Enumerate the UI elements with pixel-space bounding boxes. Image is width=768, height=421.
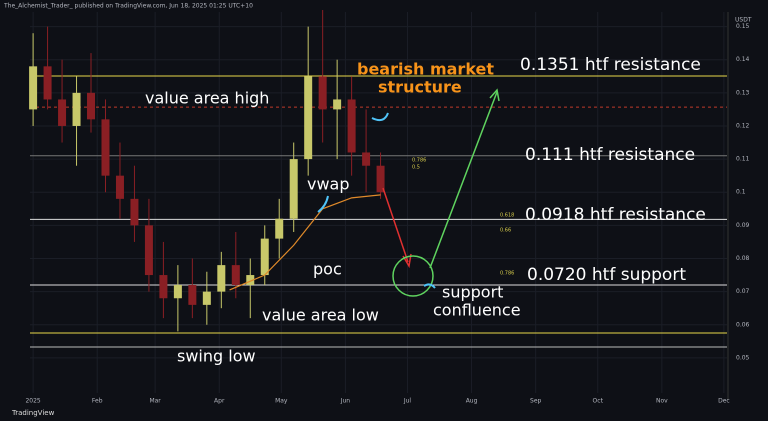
- candle-body: [246, 275, 255, 285]
- candle-body: [115, 175, 124, 199]
- candle-body: [188, 284, 197, 305]
- fib-label: 0.618: [500, 213, 514, 219]
- candle-body: [58, 99, 67, 126]
- y-tick-label: 0.07: [736, 288, 750, 295]
- x-tick-label: Aug: [466, 398, 478, 405]
- y-tick-label: 0.15: [736, 23, 750, 30]
- candle-body: [101, 119, 110, 176]
- cyan-arrow: [317, 195, 329, 213]
- x-tick-label: Dec: [718, 398, 730, 405]
- candle-body: [347, 99, 356, 153]
- level-label: 0.111 htf resistance: [525, 145, 695, 165]
- candle-body: [72, 92, 81, 126]
- candle-body: [376, 165, 385, 193]
- candle-body: [362, 152, 371, 166]
- annotation: confluence: [433, 301, 521, 320]
- header-title: The_Alchemist_Trader_ published on Tradi…: [3, 3, 253, 10]
- level-label: 0.0720 htf support: [527, 265, 686, 285]
- candle-body: [202, 291, 211, 305]
- candle-body: [173, 284, 182, 299]
- annotation: bearish market: [357, 60, 494, 79]
- x-tick-label: 2025: [25, 398, 40, 405]
- green-arrow-head: [489, 88, 500, 102]
- y-tick-label: 0.13: [736, 89, 750, 96]
- marks: 0.05 0.06 0.07 0.08 0.09 0.1 0.11 0.12 0.13 0.14 0…: [25, 10, 750, 405]
- green-arrow: [429, 91, 498, 269]
- y-tick-label: 0.14: [736, 56, 750, 63]
- level-label: value area high: [145, 89, 269, 108]
- cyan-arrow: [371, 112, 389, 122]
- currency: USDT: [735, 17, 752, 24]
- fib-label: 0.786: [412, 158, 426, 164]
- footer: TradingView: [11, 409, 55, 417]
- candle-body: [43, 66, 52, 100]
- x-tick-label: Mar: [149, 398, 161, 405]
- candle-body: [87, 92, 96, 120]
- x-tick-label: Apr: [214, 398, 225, 405]
- fib-label: 0.786: [500, 271, 514, 277]
- y-tick-label: 0.11: [736, 156, 750, 163]
- annotation: support: [442, 283, 503, 302]
- y-tick-label: 0.09: [736, 222, 750, 229]
- vwap-line: [229, 194, 381, 291]
- candle-body: [29, 66, 38, 110]
- y-tick-label: 0.08: [736, 255, 750, 262]
- level-label: 0.0918 htf resistance: [525, 205, 706, 225]
- x-tick-label: May: [275, 398, 288, 405]
- fib-label: 0.66: [500, 228, 511, 234]
- y-tick-label: 0.05: [736, 354, 750, 361]
- level-label: value area low: [262, 306, 379, 325]
- cyan-arrow: [423, 283, 436, 289]
- candle-body: [159, 275, 168, 299]
- candle-body: [318, 76, 327, 110]
- candle-body: [217, 265, 226, 292]
- y-tick-label: 0.1: [736, 189, 746, 196]
- level-label: swing low: [177, 347, 256, 366]
- candle-body: [304, 76, 313, 160]
- x-tick-label: Jun: [340, 398, 351, 405]
- red-arrow-head: [402, 253, 412, 269]
- fib-label: 0.5: [412, 165, 420, 171]
- candle-body: [144, 225, 153, 276]
- annotation: structure: [378, 78, 462, 97]
- candle-body: [275, 218, 284, 239]
- candle-body: [130, 198, 139, 226]
- x-tick-label: Jul: [403, 398, 412, 405]
- candle-body: [333, 99, 342, 110]
- x-tick-label: Feb: [92, 398, 103, 405]
- x-tick-label: Nov: [656, 398, 668, 405]
- candle-body: [231, 265, 240, 285]
- candle-body: [289, 159, 298, 219]
- annotation: poc: [313, 260, 342, 279]
- x-tick-label: Oct: [593, 398, 604, 405]
- y-tick-label: 0.06: [736, 321, 750, 328]
- candle-body: [260, 238, 269, 276]
- x-tick-label: Sep: [530, 398, 542, 405]
- red-arrow: [382, 187, 409, 263]
- confluence-circle: [392, 255, 434, 297]
- annotation: vwap: [307, 175, 350, 194]
- y-tick-label: 0.12: [736, 122, 750, 129]
- level-label: 0.1351 htf resistance: [520, 55, 701, 75]
